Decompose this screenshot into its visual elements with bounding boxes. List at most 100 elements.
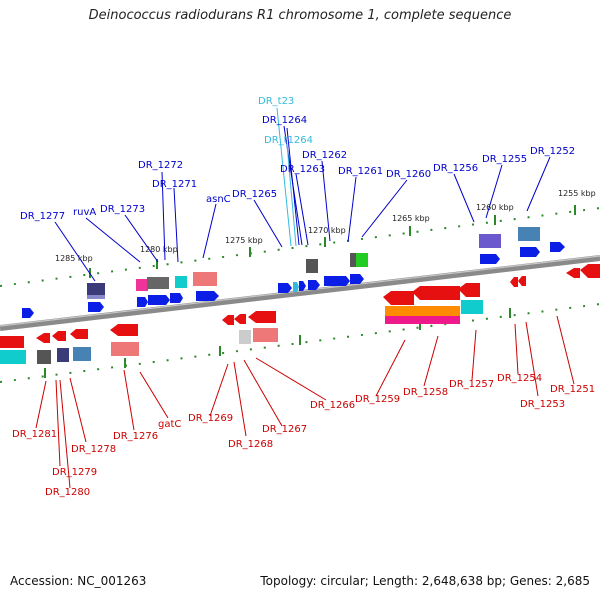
- ruler-label-1265: 1265 kbp: [392, 214, 430, 223]
- gene-arrow-fwd[interactable]: [550, 242, 565, 252]
- genome-backbone: [0, 255, 600, 331]
- gene-arrow-rev[interactable]: [234, 314, 246, 324]
- gene-label-fwd: DR_1271: [152, 179, 197, 190]
- gene-arrow-rev[interactable]: [383, 291, 414, 305]
- gene-arrow-rev[interactable]: [70, 329, 88, 339]
- gene-label-fwd: DR_1264: [262, 115, 307, 126]
- gene-box-fwd[interactable]: [147, 277, 169, 289]
- gene-box-fwd[interactable]: [175, 276, 187, 288]
- gene-arrow-fwd[interactable]: [278, 283, 292, 293]
- gene-arrow-fwd[interactable]: [22, 308, 34, 318]
- gene-arrow-rev[interactable]: [222, 315, 234, 325]
- gene-label-fwd: DR_1256: [433, 163, 478, 174]
- gene-label-fwd: DR_1263: [280, 164, 325, 175]
- gene-arrow-rev[interactable]: [510, 277, 518, 287]
- gene-label-rev: DR_1280: [45, 487, 90, 498]
- gene-arrow-fwd[interactable]: [350, 274, 364, 284]
- gene-label-rev: DR_1276: [113, 431, 158, 442]
- gene-box-rev[interactable]: [37, 350, 51, 364]
- gene-label-fwd: DR_1265: [232, 189, 277, 200]
- gene-arrow-rev[interactable]: [52, 331, 66, 341]
- gene-label-fwd: DR_1252: [530, 146, 575, 157]
- gene-arrow-trna[interactable]: [293, 282, 299, 292]
- gene-label-rev: DR_1257: [449, 379, 494, 390]
- gene-arrow-fwd[interactable]: [196, 291, 219, 301]
- gene-box-fwd[interactable]: [479, 234, 501, 248]
- gene-arrow-rev[interactable]: [110, 324, 138, 336]
- gene-label-trna: DR_t23: [258, 96, 294, 107]
- gene-arrow-fwd[interactable]: [148, 295, 170, 305]
- gene-box-rev[interactable]: [385, 316, 460, 324]
- gene-box-fwd[interactable]: [136, 279, 148, 291]
- lower-ruler: [0, 303, 600, 383]
- gene-label-rev: DR_1268: [228, 439, 273, 450]
- gene-arrow-rev[interactable]: [566, 268, 580, 278]
- gene-label-rev: DR_1267: [262, 424, 307, 435]
- gene-arrow-fwd[interactable]: [324, 276, 350, 286]
- gene-arrow-rev[interactable]: [518, 276, 526, 286]
- gene-arrow-rev[interactable]: [248, 311, 276, 323]
- gene-label-rev: gatC: [158, 419, 181, 430]
- gene-label-rev: DR_1251: [550, 384, 595, 395]
- gene-label-trna: DR_t1264: [264, 135, 313, 146]
- gene-box-rev[interactable]: [0, 350, 26, 364]
- gene-label-fwd: DR_1262: [302, 150, 347, 161]
- gene-arrow-fwd[interactable]: [88, 302, 104, 312]
- ruler-label-1285: 1285 kbp: [55, 254, 93, 263]
- gene-label-fwd: DR_1255: [482, 154, 527, 165]
- ruler-label-1275: 1275 kbp: [225, 236, 263, 245]
- gene-box-fwd[interactable]: [193, 272, 217, 286]
- forward-strand-genes: [22, 227, 565, 318]
- gene-label-rev: DR_1269: [188, 413, 233, 424]
- map-title: Deinococcus radiodurans R1 chromosome 1,…: [88, 8, 512, 23]
- gene-label-rev: DR_1266: [310, 400, 355, 411]
- gene-box-fwd[interactable]: [87, 295, 105, 299]
- reverse-strand-genes: [0, 264, 600, 364]
- gene-arrow-rev[interactable]: [458, 283, 480, 297]
- gene-label-fwd: DR_1260: [386, 169, 431, 180]
- gene-label-fwd: DR_1277: [20, 211, 65, 222]
- gene-box-rev[interactable]: [253, 328, 278, 342]
- ruler-label-1260: 1260 kbp: [476, 203, 514, 212]
- gene-label-rev: DR_1278: [71, 444, 116, 455]
- gene-label-fwd: asnC: [206, 194, 231, 205]
- gene-box-rev[interactable]: [73, 347, 91, 361]
- gene-arrow-fwd[interactable]: [170, 293, 183, 303]
- ruler-label-1270: 1270 kbp: [308, 226, 346, 235]
- gene-label-fwd: ruvA: [73, 207, 96, 218]
- gene-box-fwd[interactable]: [356, 253, 368, 267]
- gene-arrow-rev[interactable]: [580, 264, 600, 278]
- trna-label-lines: [276, 107, 297, 247]
- gene-arrow-fwd[interactable]: [299, 281, 306, 291]
- gene-box-fwd[interactable]: [518, 227, 540, 241]
- gene-label-rev: DR_1258: [403, 387, 448, 398]
- gene-box-fwd[interactable]: [87, 283, 105, 295]
- gene-label-rev: DR_1253: [520, 399, 565, 410]
- ruler-label-1255: 1255 kbp: [558, 189, 596, 198]
- gene-arrow-fwd[interactable]: [308, 280, 320, 290]
- gene-box-rev[interactable]: [461, 300, 483, 314]
- gene-box-fwd[interactable]: [350, 253, 356, 267]
- gene-box-rev[interactable]: [57, 348, 69, 362]
- gene-label-rev: DR_1259: [355, 394, 400, 405]
- gene-box-rev[interactable]: [385, 306, 460, 317]
- topology-text: Topology: circular; Length: 2,648,638 bp…: [260, 574, 590, 588]
- gene-label-fwd: DR_1261: [338, 166, 383, 177]
- gene-label-rev: DR_1254: [497, 373, 542, 384]
- gene-label-rev: DR_1281: [12, 429, 57, 440]
- gene-arrow-rev[interactable]: [412, 286, 460, 300]
- gene-arrow-fwd[interactable]: [480, 254, 500, 264]
- gene-arrow-fwd[interactable]: [520, 247, 540, 257]
- gene-label-fwd: DR_1272: [138, 160, 183, 171]
- gene-box-rev[interactable]: [111, 342, 139, 356]
- ruler-label-1280: 1280 kbp: [140, 245, 178, 254]
- upper-ruler: [0, 207, 600, 287]
- gene-arrow-rev[interactable]: [36, 333, 50, 343]
- gene-arrow-fwd[interactable]: [137, 297, 148, 307]
- accession-text: Accession: NC_001263: [10, 574, 147, 588]
- gene-arrow-rev[interactable]: [0, 336, 24, 348]
- gene-box-fwd[interactable]: [306, 259, 318, 273]
- gene-label-rev: DR_1279: [52, 467, 97, 478]
- reverse-label-lines: [35, 315, 575, 489]
- gene-box-rev[interactable]: [239, 330, 251, 344]
